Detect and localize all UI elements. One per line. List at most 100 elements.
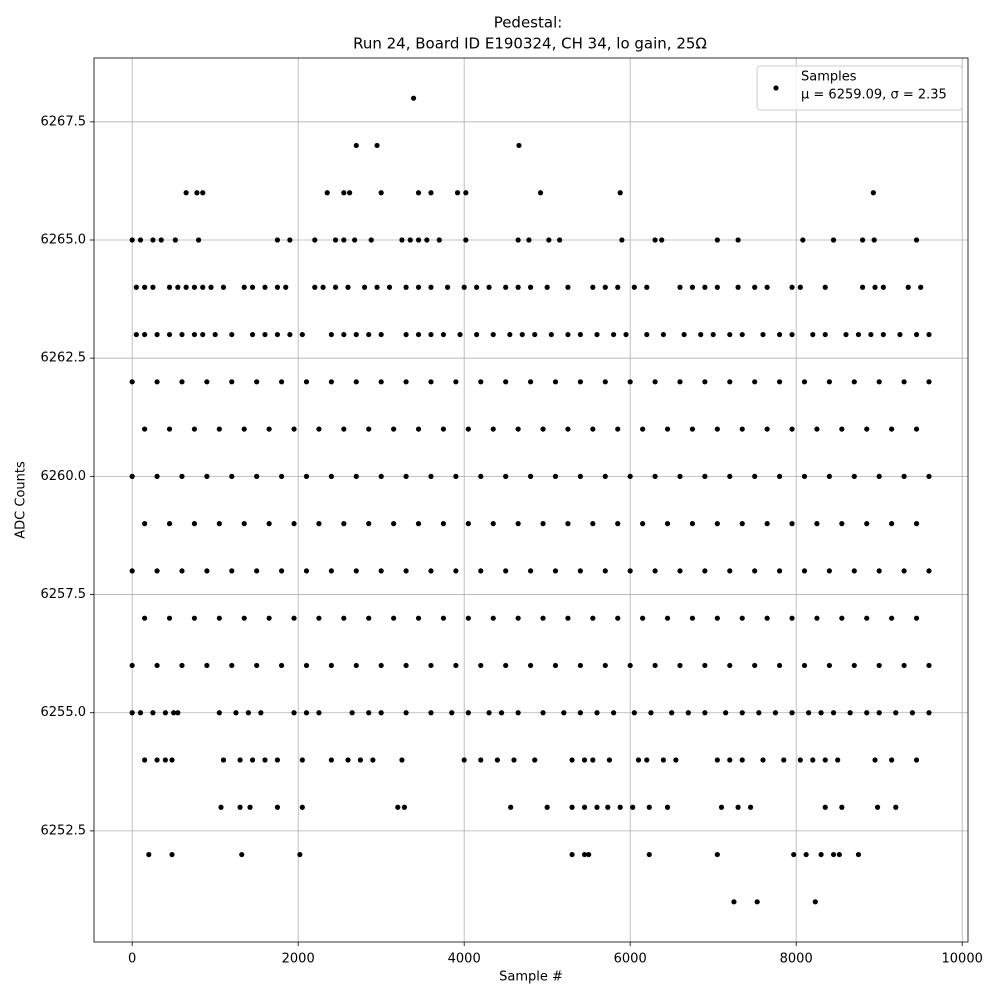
sample-point [507,331,513,338]
sample-point [511,757,517,763]
sample-point [303,379,310,385]
sample-point [403,662,409,669]
sample-point [839,615,845,621]
sample-point [332,237,339,243]
sample-point [635,757,642,763]
y-tick-label: 6257.5 [41,587,87,602]
sample-point [801,473,808,479]
sample-point [876,568,882,574]
sample-point [424,237,430,243]
sample-point [154,757,160,763]
sample-point [229,662,235,669]
sample-point [764,521,770,527]
plot-frame [93,57,969,943]
sample-point [739,331,745,338]
sample-point [378,662,384,669]
sample-point [839,521,845,527]
chart-title: Pedestal: [494,14,563,32]
sample-point [465,521,471,527]
sample-point [818,710,824,716]
y-tick-label: 6260.0 [41,469,87,484]
sample-point [698,331,704,338]
sample-point [876,662,882,669]
sample-point [332,284,339,290]
sample-point [241,521,247,527]
sample-point [627,473,633,479]
sample-point [901,662,907,669]
sample-point [415,331,422,338]
sample-point [453,473,459,479]
sample-point [602,379,608,385]
sample-point [552,473,559,479]
sample-point [516,142,522,149]
sample-point [515,710,521,716]
sample-point [772,710,779,716]
sample-point [830,237,837,243]
sample-point [374,142,380,149]
sample-point [154,331,160,338]
sample-point [490,331,496,338]
sample-point [428,568,434,574]
sample-point [353,662,359,669]
sample-point [274,331,281,338]
sample-point [644,331,650,338]
sample-point [407,237,413,243]
sample-point [874,804,881,810]
sample-point [237,804,243,810]
sample-point [800,237,806,243]
sample-point [727,757,733,763]
sample-point [366,426,372,432]
sample-point [415,284,422,290]
sample-point [602,662,608,669]
sample-point [615,426,621,432]
sample-point [605,804,611,810]
sample-point [602,473,608,479]
sample-point [328,568,334,574]
sample-point [129,473,135,479]
sample-point [142,331,148,338]
sample-point [664,426,671,432]
sample-point [627,379,633,385]
sample-point [565,284,571,290]
sample-point [810,331,816,338]
sample-point [341,426,347,432]
sample-point [581,757,588,763]
sample-point [537,190,544,196]
sample-point [760,331,766,338]
sample-point [312,237,318,243]
sample-point [503,662,509,669]
sample-point [172,237,178,243]
sample-point [590,757,596,763]
sample-point [258,710,264,716]
sample-point [378,710,384,716]
sample-point [183,190,189,196]
sample-point [175,710,181,716]
sample-point [652,473,658,479]
sample-point [142,615,148,621]
sample-point [806,710,812,716]
sample-point [478,379,484,385]
sample-point [508,804,514,810]
sample-point [659,237,665,243]
sample-point [830,851,837,858]
sample-point [851,473,857,479]
sample-point [581,851,588,858]
sample-point [677,379,683,385]
sample-point [889,521,895,527]
sample-point [631,710,637,716]
sample-point [208,284,214,290]
x-tick-label: 6000 [614,952,647,967]
sample-point [870,190,876,196]
sample-point [457,331,463,338]
sample-point [527,568,534,574]
sample-point [328,379,334,385]
sample-point [142,284,148,290]
sample-point [154,568,160,574]
sample-point [353,331,359,338]
sample-point [498,710,505,716]
sample-point [557,237,563,243]
sample-point [299,331,305,338]
sample-point [814,521,820,527]
sample-point [316,521,322,527]
